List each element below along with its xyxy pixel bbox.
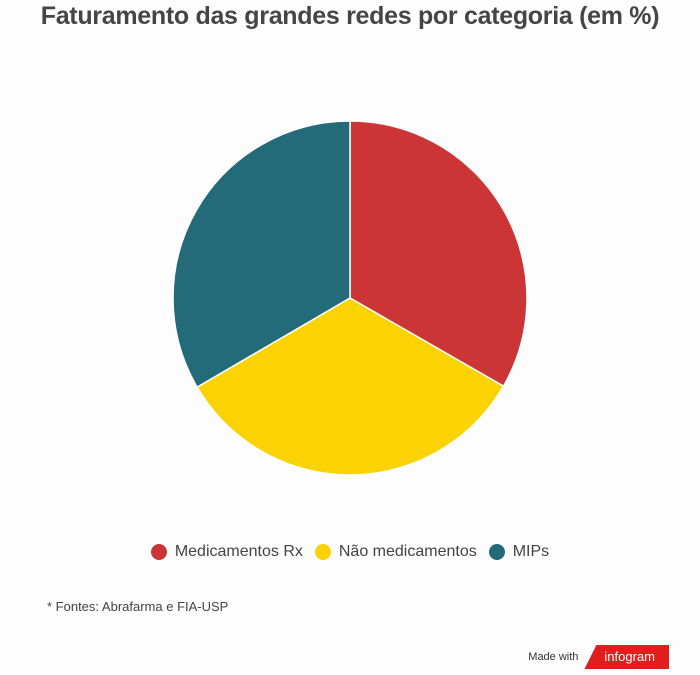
pie-chart — [172, 120, 528, 476]
legend-item-medicamentos-rx[interactable]: Medicamentos Rx — [150, 543, 303, 561]
legend-swatch — [150, 544, 167, 560]
made-with-label: Made with — [528, 651, 579, 663]
infogram-logo[interactable]: infogram — [584, 645, 669, 669]
pie-slice-n-o-medicamentos[interactable] — [196, 297, 505, 476]
chart-legend: Medicamentos Rx Não medicamentos MIPs — [0, 543, 700, 561]
pie-slice-medicamentos-rx[interactable] — [349, 120, 528, 388]
legend-swatch — [488, 544, 505, 560]
legend-item-mips[interactable]: MIPs — [488, 543, 550, 561]
legend-label: MIPs — [512, 543, 550, 560]
pie-slice-mips[interactable] — [172, 120, 351, 389]
legend-item-n-o-medicamentos[interactable]: Não medicamentos — [314, 543, 477, 561]
chart-title: Faturamento das grandes redes por catego… — [40, 2, 660, 30]
legend-swatch — [314, 544, 331, 560]
legend-label: Medicamentos Rx — [174, 543, 303, 560]
made-with-infogram[interactable]: Made with infogram — [528, 645, 669, 669]
source-note: * Fontes: Abrafarma e FIA-USP — [47, 599, 229, 614]
legend-label: Não medicamentos — [338, 543, 477, 560]
